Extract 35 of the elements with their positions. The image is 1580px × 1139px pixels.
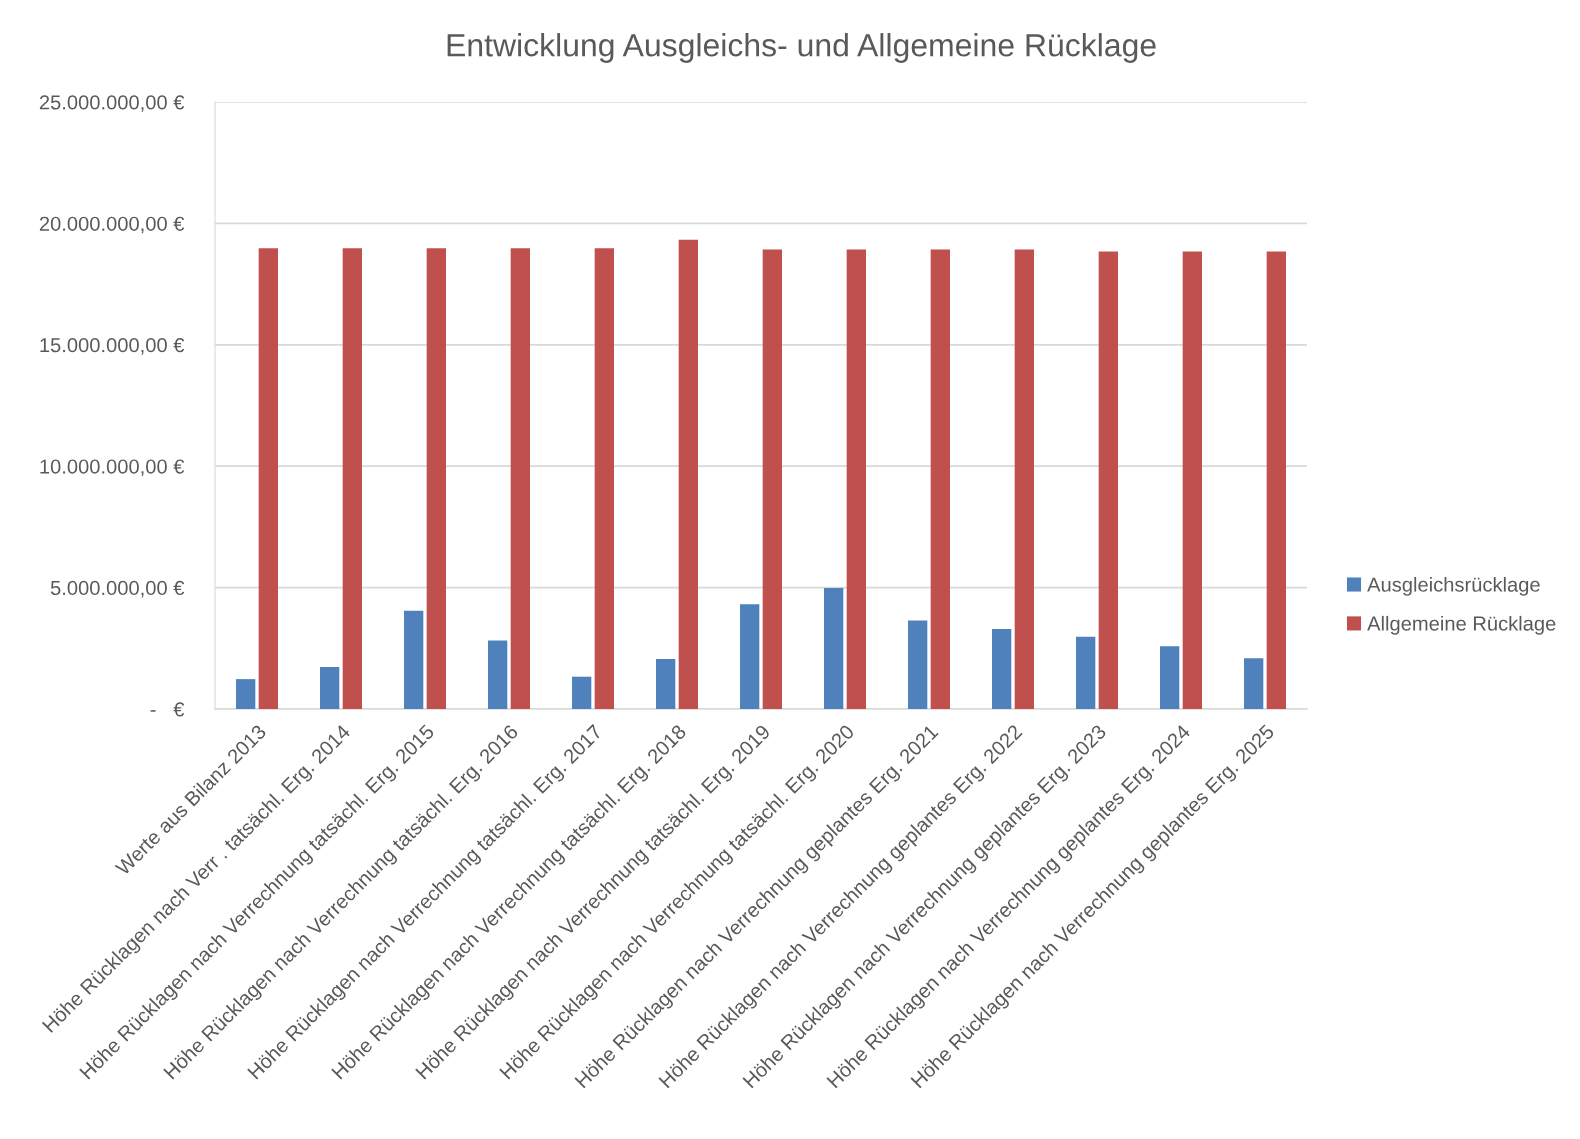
bar <box>656 658 676 709</box>
bar <box>510 248 530 709</box>
bar <box>1076 636 1096 709</box>
bar <box>1182 251 1202 709</box>
y-tick-label: - € <box>150 702 185 717</box>
bar <box>320 667 340 709</box>
bar <box>992 628 1012 709</box>
bar <box>678 239 698 709</box>
bar <box>404 610 424 709</box>
y-tick-label: 25.000.000,00 € <box>39 95 185 112</box>
bar <box>572 676 592 709</box>
bar <box>594 248 614 709</box>
bar <box>236 679 256 709</box>
y-tick-label: 20.000.000,00 € <box>39 216 185 234</box>
y-tick-label: 15.000.000,00 € <box>40 338 185 355</box>
bar <box>342 248 362 709</box>
bar <box>846 249 866 709</box>
legend-label: Allgemeine Rücklage <box>1367 615 1556 635</box>
bar <box>426 248 446 709</box>
bar <box>762 249 782 709</box>
bar <box>1098 251 1118 709</box>
bar <box>488 640 508 709</box>
legend-label: Ausgleichsrücklage <box>1367 576 1540 596</box>
bar <box>1266 251 1286 709</box>
chart-title: Entwicklung Ausgleichs- und Allgemeine Rücklage <box>447 33 1156 63</box>
bar <box>1160 646 1180 709</box>
y-tick-label: 5.000.000,00 € <box>50 580 185 598</box>
bar <box>824 588 844 709</box>
bar <box>258 248 278 709</box>
bar <box>930 249 950 709</box>
bar <box>740 604 760 709</box>
bar <box>908 620 928 709</box>
y-tick-label: 10.000.000,00 € <box>40 459 185 477</box>
bar <box>1014 249 1034 709</box>
bar <box>1244 658 1264 709</box>
